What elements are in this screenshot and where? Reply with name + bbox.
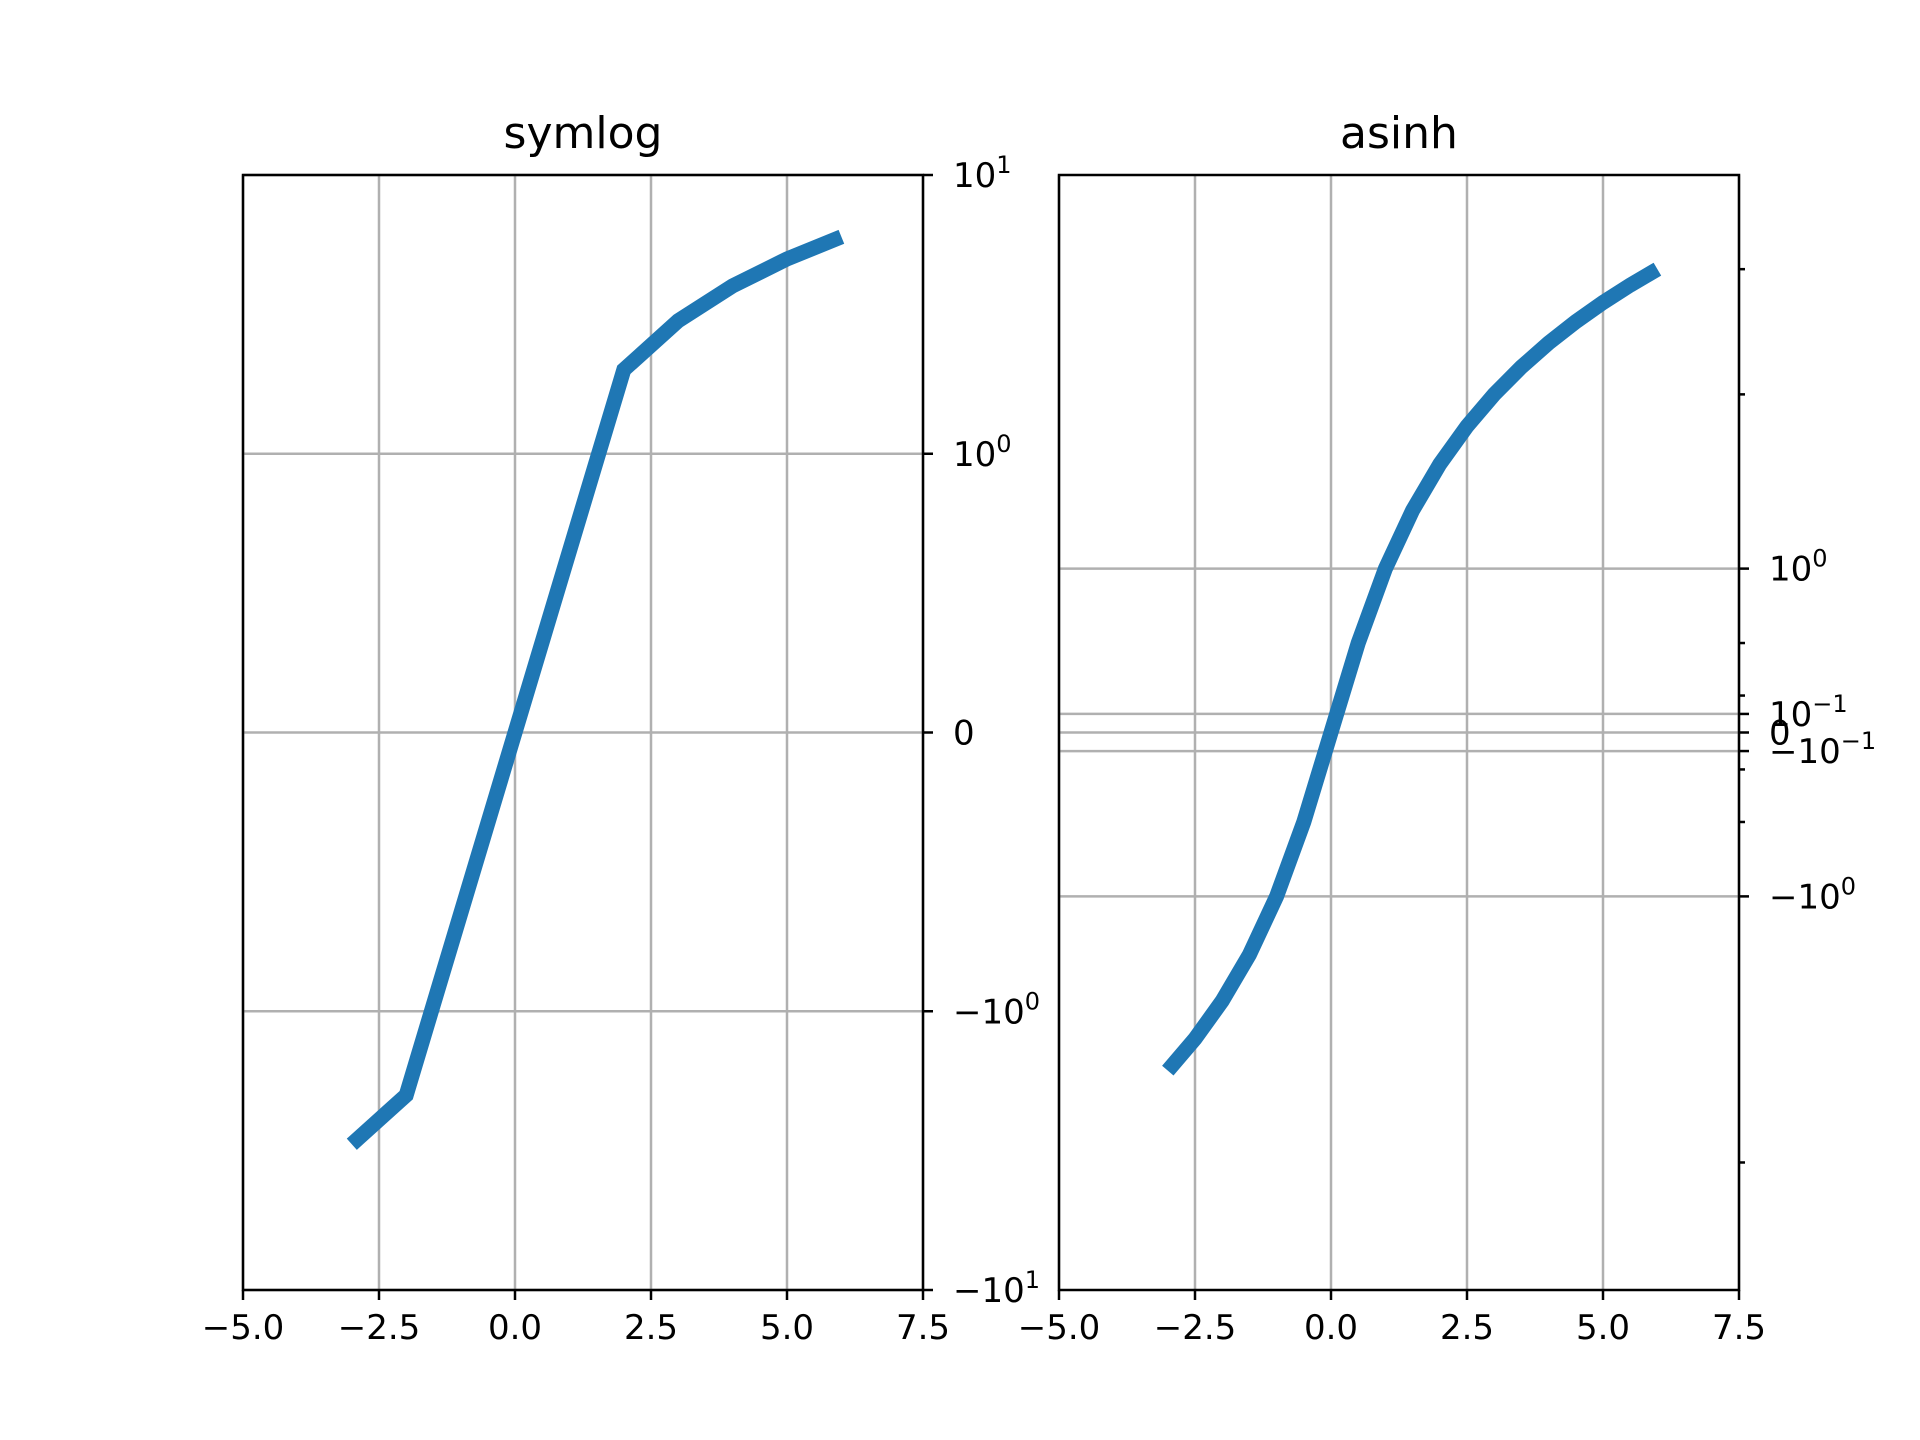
x-tick-label: 2.5 — [624, 1308, 678, 1348]
x-tick-label: 0.0 — [1304, 1308, 1358, 1348]
y-tick-label: 100 — [1769, 545, 1828, 590]
y-tick-label: 100 — [953, 430, 1012, 475]
chart-title: asinh — [1340, 108, 1458, 159]
x-tick-label: 2.5 — [1440, 1308, 1494, 1348]
y-tick-label: 0 — [953, 714, 975, 754]
y-tick-label: −100 — [953, 987, 1040, 1032]
x-tick-label: −2.5 — [1154, 1308, 1237, 1348]
series-line — [346, 229, 845, 1150]
y-tick-label: 10−1 — [1769, 690, 1848, 735]
x-tick-label: 7.5 — [1712, 1308, 1766, 1348]
y-tick-label: 0 — [1769, 714, 1791, 754]
x-tick-label: 7.5 — [896, 1308, 950, 1348]
x-tick-label: −5.0 — [202, 1308, 285, 1348]
x-tick-label: 5.0 — [760, 1308, 814, 1348]
y-tick-label: 101 — [953, 151, 1012, 196]
x-tick-label: −2.5 — [338, 1308, 421, 1348]
x-tick-label: −5.0 — [1018, 1308, 1101, 1348]
y-tick-label: −10−1 — [1769, 727, 1876, 772]
chart-title: symlog — [504, 108, 663, 159]
asinh-panel: −5.0 −2.5 0.0 2.5 5.0 7.5 100 10−10−10−1 −100 asi… — [1018, 108, 1876, 1348]
x-tick-label: 5.0 — [1576, 1308, 1630, 1348]
y-tick-label: −101 — [953, 1266, 1040, 1311]
series-line — [1162, 262, 1662, 1076]
y-tick-label: −100 — [1769, 872, 1856, 917]
symlog-panel: −5.0 −2.5 0.0 2.5 5.0 7.5 101 100 0 −100 −101 symlo… — [202, 108, 1040, 1348]
x-tick-label: 0.0 — [488, 1308, 542, 1348]
